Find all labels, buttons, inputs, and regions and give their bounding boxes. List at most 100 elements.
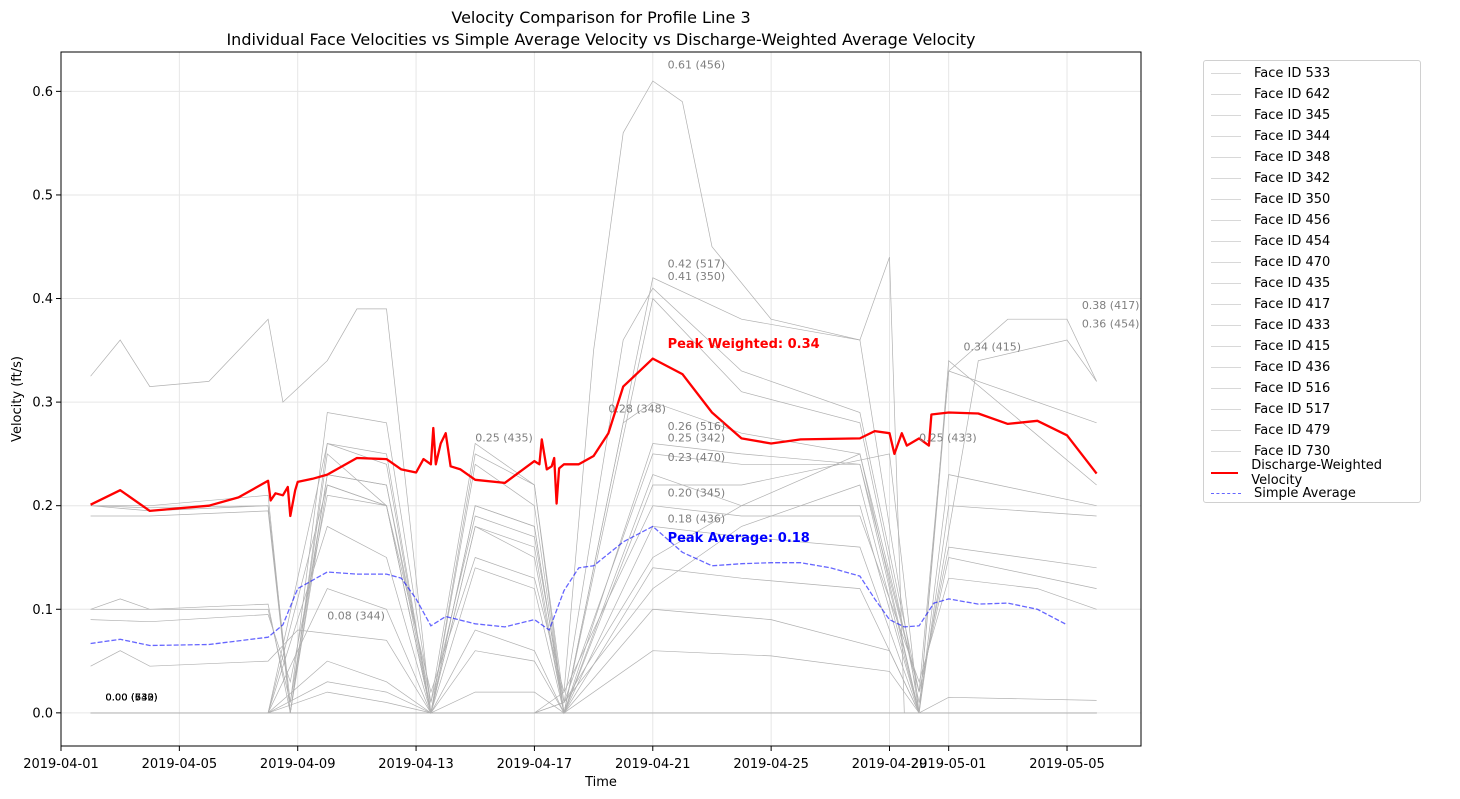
legend-swatch (1211, 304, 1241, 305)
legend-label: Face ID 479 (1254, 423, 1331, 438)
face-series-line (90, 318, 1097, 714)
face-annotation: 0.25 (342) (668, 431, 726, 444)
zero-annotation: 0.00 (730) (105, 692, 157, 703)
face-annotation: 0.18 (436) (668, 512, 726, 525)
legend-label: Face ID 435 (1254, 276, 1331, 291)
legend-label: Face ID 344 (1254, 129, 1331, 144)
x-tick-label: 2019-04-17 (497, 757, 573, 772)
legend-label: Face ID 348 (1254, 150, 1331, 165)
legend-swatch (1211, 157, 1241, 158)
face-annotation: 0.41 (350) (668, 270, 726, 283)
legend-label: Face ID 533 (1254, 66, 1331, 81)
legend-item: Discharge-Weighted Velocity (1204, 458, 1420, 488)
y-tick-label: 0.1 (32, 603, 53, 618)
legend-swatch (1211, 367, 1241, 368)
legend-label: Face ID 345 (1254, 108, 1331, 123)
chart-subtitle: Individual Face Velocities vs Simple Ave… (226, 30, 976, 49)
legend-swatch (1211, 94, 1241, 95)
face-annotation: 0.25 (435) (475, 431, 533, 444)
legend-swatch (1211, 178, 1241, 179)
x-tick-label: 2019-04-13 (378, 757, 454, 772)
face-annotation: 0.38 (417) (1082, 299, 1140, 312)
x-axis-ticks: 2019-04-01 2019-04-05 2019-04-09 2019-04-13… (23, 746, 1105, 772)
face-series-line (90, 308, 1097, 714)
legend-swatch (1211, 136, 1241, 137)
face-series-line (90, 629, 1097, 714)
legend-label: Simple Average (1254, 486, 1356, 501)
y-tick-label: 0.2 (32, 499, 53, 514)
face-velocity-series (90, 80, 1097, 715)
face-series-line (90, 567, 1097, 714)
face-series-line (90, 525, 1097, 714)
legend-item: Face ID 479 (1204, 420, 1420, 441)
x-tick-label: 2019-05-05 (1029, 757, 1105, 772)
legend-label: Face ID 470 (1254, 255, 1331, 270)
legend-label: Face ID 350 (1254, 192, 1331, 207)
legend-item: Face ID 642 (1204, 84, 1420, 105)
y-tick-label: 0.6 (32, 85, 53, 100)
legend-item: Face ID 345 (1204, 105, 1420, 126)
legend-swatch (1211, 115, 1241, 116)
legend-swatch (1211, 325, 1241, 326)
legend-swatch (1211, 241, 1241, 242)
legend-item: Face ID 348 (1204, 147, 1420, 168)
x-tick-label: 2019-04-09 (260, 757, 336, 772)
legend-item: Face ID 344 (1204, 126, 1420, 147)
legend-swatch (1211, 199, 1241, 200)
legend-label: Face ID 436 (1254, 360, 1331, 375)
legend-swatch (1211, 262, 1241, 263)
legend-item: Face ID 456 (1204, 210, 1420, 231)
legend-item: Face ID 533 (1204, 63, 1420, 84)
legend-item: Face ID 435 (1204, 273, 1420, 294)
legend-swatch (1211, 346, 1241, 347)
legend-swatch (1211, 283, 1241, 284)
legend-label: Face ID 456 (1254, 213, 1331, 228)
weighted-velocity-series (90, 357, 1098, 518)
legend-label: Face ID 730 (1254, 444, 1331, 459)
legend-label: Face ID 415 (1254, 339, 1331, 354)
legend-swatch (1211, 409, 1241, 410)
legend-label: Face ID 516 (1254, 381, 1331, 396)
legend-label: Face ID 342 (1254, 171, 1331, 186)
legend-item: Face ID 730 (1204, 441, 1420, 462)
legend: Face ID 533 Face ID 642 Face ID 345 Face ID… (1203, 60, 1421, 503)
x-axis-label: Time (584, 775, 617, 790)
face-annotation: 0.25 (433) (919, 431, 977, 444)
face-annotation: 0.34 (415) (963, 340, 1021, 353)
legend-swatch (1211, 471, 1239, 474)
annotations: 0.61 (456) 0.42 (517)0.41 (350) 0.38 (417)… (105, 59, 1139, 704)
legend-item: Face ID 342 (1204, 168, 1420, 189)
legend-item: Face ID 415 (1204, 336, 1420, 357)
y-axis-ticks: 0.0 0.1 0.2 0.3 0.4 0.5 0.6 (32, 85, 61, 721)
face-annotation: 0.20 (345) (668, 486, 726, 499)
legend-item: Face ID 470 (1204, 252, 1420, 273)
legend-label: Face ID 454 (1254, 234, 1331, 249)
legend-swatch (1211, 493, 1241, 494)
zero-annotation: 0.00 (533) (105, 692, 157, 703)
y-tick-label: 0.3 (32, 396, 53, 411)
face-annotation: 0.36 (454) (1082, 318, 1140, 331)
face-series-line (90, 401, 1097, 713)
y-axis-label: Velocity (ft/s) (10, 356, 25, 442)
x-tick-label: 2019-05-01 (911, 757, 987, 772)
legend-swatch (1211, 220, 1241, 221)
legend-item: Face ID 516 (1204, 378, 1420, 399)
face-annotation: 0.28 (348) (608, 402, 666, 415)
x-tick-label: 2019-04-29 (852, 757, 928, 772)
face-annotation: 0.23 (470) (668, 451, 726, 464)
y-tick-label: 0.4 (32, 292, 53, 307)
weighted-velocity-line (90, 357, 1098, 518)
zero-annotation: 0.00 (642) (105, 692, 157, 703)
legend-item: Face ID 417 (1204, 294, 1420, 315)
legend-label: Face ID 517 (1254, 402, 1331, 417)
legend-label: Discharge-Weighted Velocity (1251, 457, 1383, 488)
face-annotation: 0.26 (516) (668, 420, 726, 433)
face-series-line (90, 277, 1097, 714)
face-annotation: 0.61 (456) (668, 59, 726, 72)
legend-swatch (1211, 388, 1241, 389)
x-tick-label: 2019-04-25 (733, 757, 809, 772)
peak-weighted-annotation: Peak Weighted: 0.34 (668, 337, 820, 352)
legend-swatch (1211, 451, 1241, 452)
face-series-line (90, 453, 1097, 704)
